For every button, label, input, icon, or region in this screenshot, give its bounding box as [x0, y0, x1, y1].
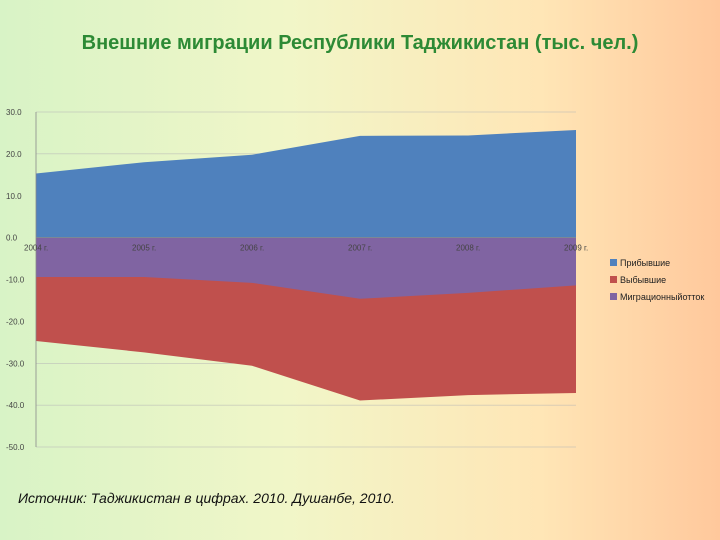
- y-tick-label: -20.0: [6, 317, 25, 326]
- y-tick-label: -40.0: [6, 401, 25, 410]
- area-layer: [36, 130, 576, 401]
- x-tick-label: 2008 г.: [456, 244, 480, 253]
- area-series-1: [36, 130, 576, 238]
- x-tick-label: 2005 г.: [132, 244, 156, 253]
- area-series-3: [36, 237, 576, 299]
- x-tick-label: 2009 г.: [564, 244, 588, 253]
- legend-swatch: [610, 293, 617, 300]
- y-tick-label: 30.0: [6, 108, 22, 117]
- x-tick-label: 2006 г.: [240, 244, 264, 253]
- y-tick-label: -50.0: [6, 443, 25, 452]
- x-tick-label: 2004 г.: [24, 244, 48, 253]
- legend-swatch: [610, 276, 617, 283]
- legend-swatch: [610, 259, 617, 266]
- y-tick-labels: 30.0 20.0 10.0 0.0 -10.0 -20.0 -30.0 -40.0 -50.0: [6, 108, 25, 452]
- y-tick-label: 20.0: [6, 150, 22, 159]
- y-tick-label: 10.0: [6, 192, 22, 201]
- legend: Прибывшие Выбывшие Миграционныйотток: [610, 258, 704, 302]
- source-note: Источник: Таджикистан в цифрах. 2010. Ду…: [18, 490, 395, 506]
- y-tick-label: -30.0: [6, 359, 25, 368]
- x-tick-label: 2007 г.: [348, 244, 372, 253]
- legend-label: Выбывшие: [620, 275, 666, 285]
- legend-label: Прибывшие: [620, 258, 670, 268]
- slide-title: Внешние миграции Республики Таджикистан …: [81, 32, 639, 54]
- axes: [35, 112, 576, 447]
- legend-label: Миграционныйотток: [620, 292, 704, 302]
- x-tick-labels: 2004 г. 2005 г. 2006 г. 2007 г. 2008 г. 2009 …: [24, 244, 588, 253]
- y-tick-label: 0.0: [6, 234, 18, 243]
- y-tick-label: -10.0: [6, 276, 25, 285]
